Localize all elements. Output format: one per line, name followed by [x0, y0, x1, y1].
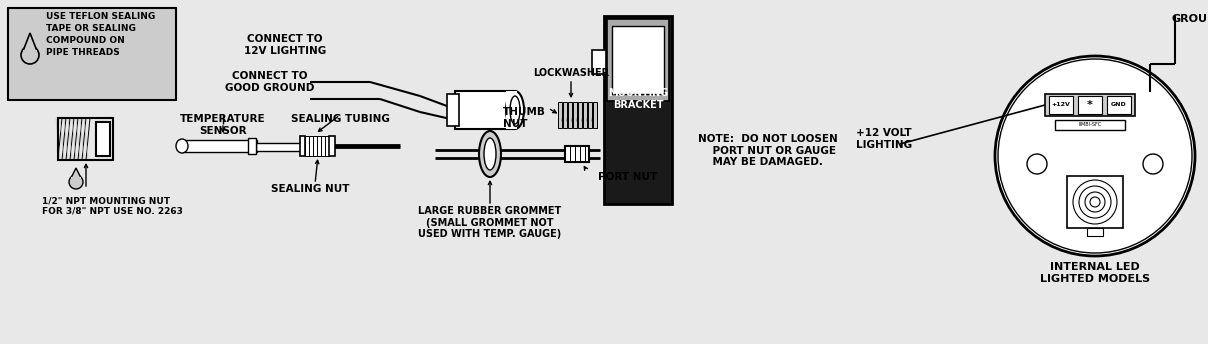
Bar — [95, 122, 110, 156]
Ellipse shape — [176, 139, 188, 153]
Text: IIMBI-SFC: IIMBI-SFC — [1079, 122, 1102, 128]
Bar — [588, 102, 592, 128]
Text: GROUND: GROUND — [1172, 14, 1208, 24]
Bar — [563, 102, 567, 128]
Bar — [300, 136, 304, 156]
Bar — [256, 143, 326, 151]
Bar — [568, 102, 573, 128]
Text: FOR 3/8" NPT USE NO. 2263: FOR 3/8" NPT USE NO. 2263 — [42, 207, 182, 216]
Text: LOCKWASHER: LOCKWASHER — [533, 68, 609, 78]
Bar — [1107, 96, 1131, 114]
Bar — [248, 138, 256, 154]
Bar — [1055, 120, 1125, 130]
Text: USE TEFLON SEALING: USE TEFLON SEALING — [46, 12, 156, 21]
Circle shape — [1027, 154, 1047, 174]
Bar — [1049, 96, 1073, 114]
Bar — [565, 146, 590, 162]
Text: PIPE THREADS: PIPE THREADS — [46, 48, 120, 57]
Bar — [455, 91, 515, 129]
Text: THUMB
NUT: THUMB NUT — [503, 107, 546, 129]
Bar — [313, 136, 316, 156]
Bar — [309, 136, 313, 156]
Text: GND: GND — [1111, 103, 1127, 107]
Bar — [8, 8, 176, 100]
Ellipse shape — [510, 96, 519, 124]
Bar — [583, 102, 587, 128]
Bar — [325, 136, 329, 156]
Text: *: * — [1087, 100, 1093, 110]
Text: CONNECT TO
GOOD GROUND: CONNECT TO GOOD GROUND — [226, 71, 315, 93]
Circle shape — [21, 46, 39, 64]
Circle shape — [69, 175, 83, 189]
Bar — [329, 136, 335, 156]
Circle shape — [1085, 192, 1105, 212]
Bar — [182, 140, 257, 152]
Bar — [321, 136, 325, 156]
Bar — [558, 102, 562, 128]
Text: CONNECT TO
12V LIGHTING: CONNECT TO 12V LIGHTING — [244, 34, 326, 56]
Bar — [58, 118, 114, 160]
Bar — [1078, 96, 1102, 114]
Text: COMPOUND ON: COMPOUND ON — [46, 36, 124, 45]
Polygon shape — [23, 33, 37, 51]
Text: LARGE RUBBER GROMMET
(SMALL GROMMET NOT
USED WITH TEMP. GAUGE): LARGE RUBBER GROMMET (SMALL GROMMET NOT … — [418, 206, 562, 239]
Text: TAPE OR SEALING: TAPE OR SEALING — [46, 24, 135, 33]
Bar — [304, 136, 309, 156]
Bar — [447, 94, 459, 126]
Circle shape — [1143, 154, 1163, 174]
Text: MOUNTING
BRACKET: MOUNTING BRACKET — [608, 88, 668, 110]
Text: SEALING TUBING: SEALING TUBING — [291, 114, 389, 124]
Bar — [1087, 228, 1103, 236]
Ellipse shape — [484, 138, 496, 170]
Text: NOTE:  DO NOT LOOSEN
    PORT NUT OR GAUGE
    MAY BE DAMAGED.: NOTE: DO NOT LOOSEN PORT NUT OR GAUGE MA… — [698, 134, 838, 167]
Bar — [1045, 94, 1136, 116]
Bar — [606, 19, 669, 101]
Circle shape — [1073, 180, 1117, 224]
Text: 1/2" NPT MOUNTING NUT: 1/2" NPT MOUNTING NUT — [42, 196, 170, 205]
Bar — [316, 136, 321, 156]
Ellipse shape — [480, 131, 501, 177]
Bar — [1067, 176, 1123, 228]
Bar — [604, 16, 672, 204]
Circle shape — [995, 56, 1195, 256]
Text: PORT NUT: PORT NUT — [598, 172, 657, 182]
Text: SEALING NUT: SEALING NUT — [271, 184, 349, 194]
Bar — [612, 26, 664, 94]
Bar — [592, 50, 606, 74]
Circle shape — [1090, 197, 1100, 207]
Ellipse shape — [506, 91, 524, 129]
Bar — [593, 102, 597, 128]
Bar — [507, 91, 517, 129]
Text: +12 VOLT
LIGHTING: +12 VOLT LIGHTING — [856, 128, 912, 150]
Circle shape — [1079, 186, 1111, 218]
Bar — [573, 102, 577, 128]
Text: TEMPERATURE
SENSOR: TEMPERATURE SENSOR — [180, 114, 266, 136]
Polygon shape — [71, 168, 81, 178]
Text: +12V: +12V — [1051, 103, 1070, 107]
Bar — [577, 102, 582, 128]
Text: INTERNAL LED
LIGHTED MODELS: INTERNAL LED LIGHTED MODELS — [1040, 262, 1150, 283]
